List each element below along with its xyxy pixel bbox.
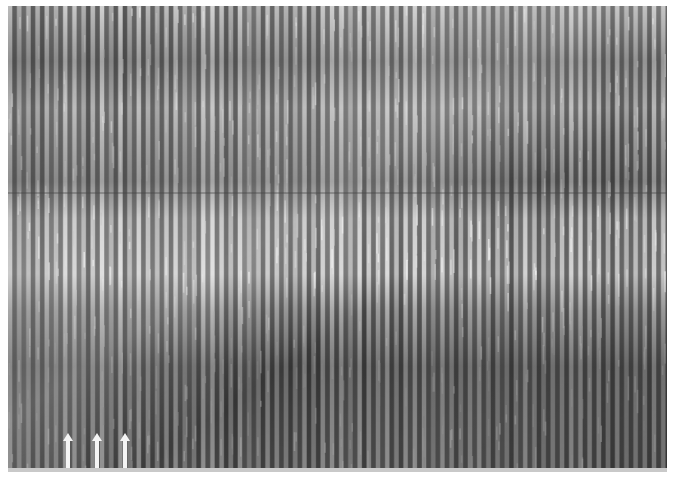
stripe-pattern-svg — [8, 6, 667, 468]
up-arrow-icon — [63, 433, 73, 468]
up-arrow-icon — [120, 433, 130, 468]
stripe-figure — [8, 6, 667, 468]
arrow-markers — [63, 433, 130, 468]
up-arrow-icon — [92, 433, 102, 468]
diagonal-shading — [8, 6, 667, 468]
bottom-edge-strip — [8, 468, 667, 472]
